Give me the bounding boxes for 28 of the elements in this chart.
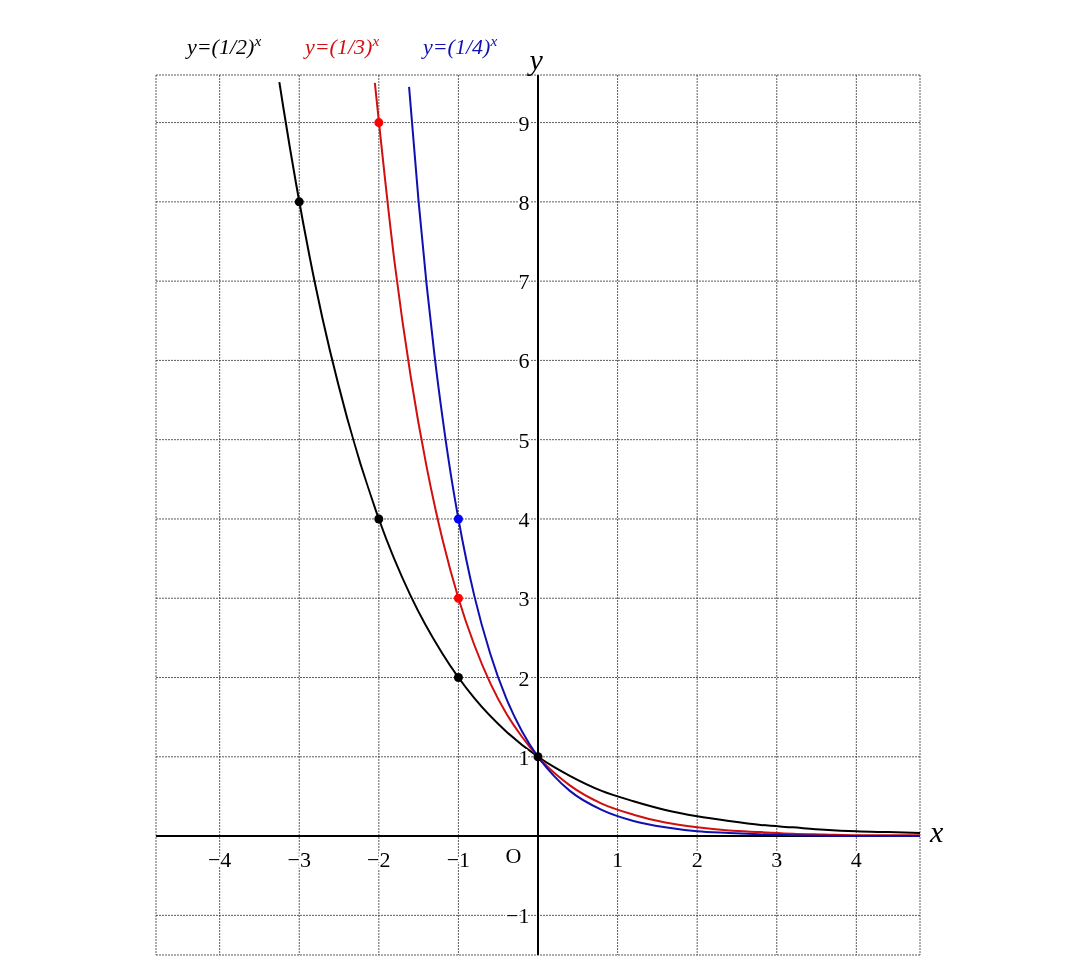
- x-tick-label: 3: [771, 846, 783, 872]
- series-label: y=(1/4)$^{x}$: [421, 31, 498, 59]
- point: [374, 118, 384, 128]
- x-tick-label: −3: [287, 846, 311, 872]
- point: [294, 197, 304, 207]
- x-tick-label: −4: [207, 846, 232, 872]
- series-label: y=(1/2)$^{x}$: [185, 31, 262, 59]
- point: [453, 673, 463, 683]
- point: [533, 752, 543, 762]
- x-tick-label: 4: [850, 846, 862, 872]
- y-axis-title: y: [529, 43, 543, 77]
- y-tick-label: −1: [506, 903, 530, 929]
- y-tick-label: 5: [518, 427, 530, 453]
- y-tick-label: 8: [518, 189, 530, 215]
- x-tick-label: −1: [446, 846, 471, 872]
- y-tick-label: 3: [518, 586, 530, 612]
- point: [453, 593, 463, 603]
- y-tick-label: 1: [518, 744, 530, 770]
- annotation: O: [505, 842, 522, 869]
- series-label: y=(1/3)$^{x}$: [303, 31, 380, 59]
- y-tick-label: 7: [518, 269, 530, 295]
- x-tick-label: 2: [691, 846, 703, 872]
- y-tick-label: 4: [518, 506, 530, 532]
- point: [374, 514, 384, 524]
- x-tick-label: −2: [367, 846, 391, 872]
- x-tick-label: 1: [612, 846, 624, 872]
- x-axis-title: x: [930, 814, 944, 849]
- point: [453, 514, 463, 524]
